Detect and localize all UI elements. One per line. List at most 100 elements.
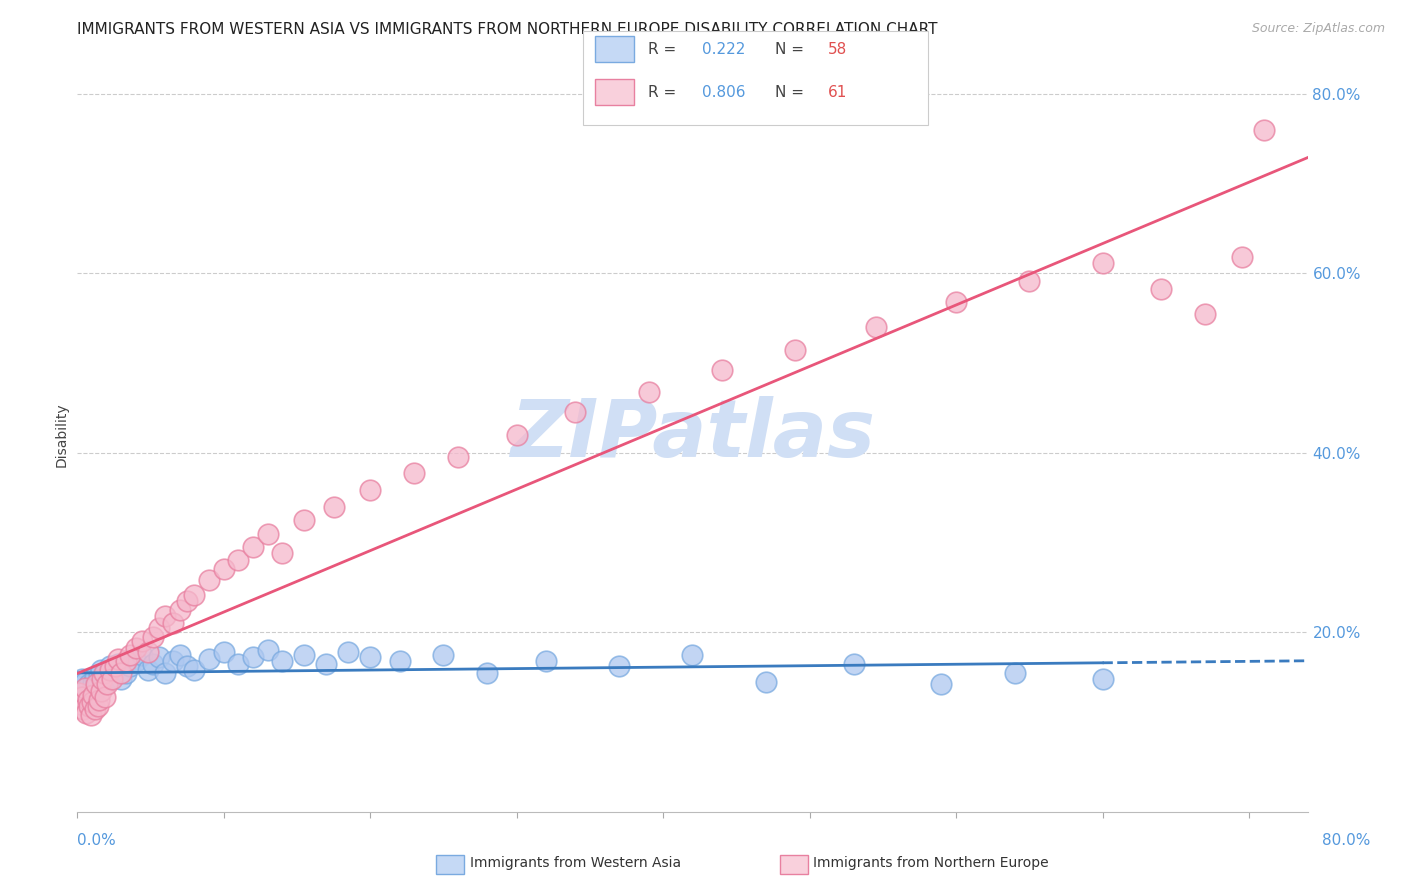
- Point: [256, 643, 278, 657]
- Point: [271, 546, 294, 560]
- Point: [359, 483, 381, 498]
- Point: [96, 677, 118, 691]
- Point: [96, 674, 118, 689]
- Point: [75, 706, 97, 720]
- Point: [337, 645, 360, 659]
- Point: [101, 672, 124, 686]
- Point: [136, 645, 159, 659]
- Point: [432, 648, 454, 662]
- Point: [76, 692, 98, 706]
- Point: [183, 588, 205, 602]
- Point: [80, 682, 103, 697]
- Point: [271, 654, 294, 668]
- Point: [120, 648, 141, 662]
- Point: [125, 641, 148, 656]
- Text: 0.222: 0.222: [702, 42, 745, 56]
- Point: [477, 665, 499, 680]
- Point: [1018, 273, 1040, 287]
- Point: [292, 648, 315, 662]
- Point: [98, 659, 121, 673]
- Point: [93, 672, 115, 686]
- Point: [120, 659, 141, 673]
- Point: [212, 562, 235, 576]
- Point: [75, 690, 97, 704]
- Text: 0.0%: 0.0%: [77, 833, 117, 847]
- Point: [242, 650, 264, 665]
- Point: [169, 603, 191, 617]
- Point: [72, 701, 94, 715]
- Point: [91, 677, 114, 691]
- Point: [212, 645, 235, 659]
- Point: [404, 466, 426, 480]
- Point: [198, 573, 221, 587]
- Text: 61: 61: [828, 85, 848, 100]
- Point: [93, 665, 115, 680]
- Point: [114, 654, 136, 668]
- Point: [783, 343, 806, 357]
- Point: [607, 659, 630, 673]
- Point: [136, 663, 159, 677]
- Point: [114, 665, 136, 680]
- Point: [148, 650, 170, 665]
- Point: [564, 405, 586, 419]
- Point: [322, 500, 344, 514]
- Point: [1253, 122, 1275, 136]
- Point: [1091, 672, 1114, 686]
- Point: [228, 657, 250, 671]
- Point: [1091, 255, 1114, 269]
- Point: [315, 657, 337, 671]
- Point: [131, 648, 153, 662]
- Point: [79, 707, 101, 722]
- Point: [87, 698, 110, 713]
- Point: [70, 672, 93, 686]
- Point: [176, 659, 198, 673]
- Point: [67, 679, 90, 693]
- Point: [125, 654, 148, 668]
- Text: 58: 58: [828, 42, 848, 56]
- Point: [228, 553, 250, 567]
- Point: [86, 677, 108, 691]
- Point: [292, 513, 315, 527]
- Point: [94, 690, 117, 704]
- Point: [637, 384, 659, 399]
- Point: [534, 654, 557, 668]
- Point: [80, 695, 103, 709]
- Point: [359, 650, 381, 665]
- Point: [1194, 307, 1216, 321]
- Text: R =: R =: [648, 85, 676, 100]
- Text: Immigrants from Western Asia: Immigrants from Western Asia: [470, 856, 681, 871]
- Point: [155, 665, 177, 680]
- Point: [89, 668, 111, 682]
- Text: 80.0%: 80.0%: [1323, 833, 1371, 847]
- Point: [162, 616, 184, 631]
- Point: [90, 683, 112, 698]
- Point: [89, 692, 111, 706]
- Point: [87, 674, 110, 689]
- Point: [162, 654, 184, 668]
- Point: [506, 428, 529, 442]
- Point: [73, 674, 96, 689]
- Point: [77, 698, 100, 713]
- Point: [710, 363, 733, 377]
- Point: [1150, 283, 1173, 297]
- Point: [447, 450, 470, 465]
- Point: [73, 681, 96, 695]
- Point: [388, 654, 411, 668]
- Text: Source: ZipAtlas.com: Source: ZipAtlas.com: [1251, 22, 1385, 36]
- Point: [69, 697, 91, 711]
- Text: ZIPatlas: ZIPatlas: [510, 396, 875, 474]
- Point: [242, 540, 264, 554]
- Point: [755, 674, 778, 689]
- Point: [142, 630, 165, 644]
- Point: [90, 663, 112, 677]
- Point: [70, 690, 93, 704]
- Point: [865, 320, 887, 334]
- Point: [84, 701, 107, 715]
- Point: [101, 670, 124, 684]
- Point: [98, 663, 121, 677]
- Point: [198, 652, 221, 666]
- Point: [86, 681, 108, 695]
- Point: [110, 665, 132, 680]
- Point: [256, 526, 278, 541]
- Point: [107, 652, 129, 666]
